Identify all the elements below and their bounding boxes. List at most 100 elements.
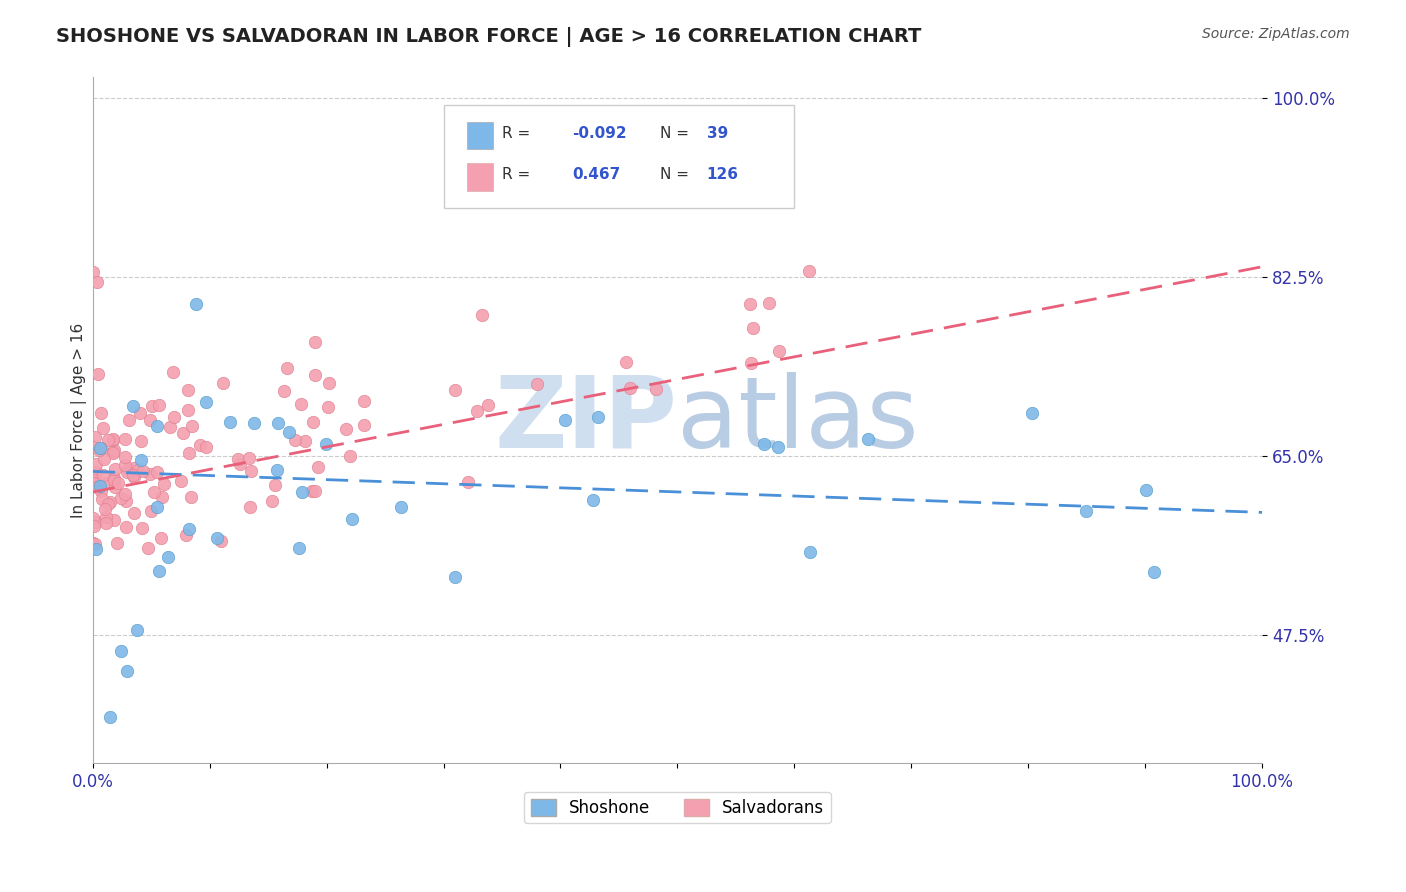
Point <box>180 419 202 434</box>
Point <box>177 403 200 417</box>
Point <box>554 413 576 427</box>
Point <box>302 415 325 429</box>
Point <box>139 504 162 518</box>
Point <box>342 512 364 526</box>
Point <box>93 475 115 490</box>
Point <box>162 364 184 378</box>
Point <box>94 516 117 531</box>
Point <box>98 494 121 508</box>
Point <box>94 510 117 524</box>
Point <box>110 491 132 505</box>
Point <box>145 500 167 514</box>
Point <box>129 434 152 448</box>
Point <box>457 475 479 490</box>
Point <box>273 384 295 398</box>
Point <box>339 449 361 463</box>
Point <box>260 493 283 508</box>
Point <box>114 432 136 446</box>
Point <box>177 384 200 398</box>
Point <box>124 469 146 483</box>
Point <box>797 263 820 277</box>
Point <box>84 473 107 487</box>
Point <box>752 436 775 450</box>
Point <box>307 460 329 475</box>
Point <box>142 484 165 499</box>
Point <box>619 381 641 395</box>
Point <box>304 368 326 382</box>
Point <box>148 398 170 412</box>
Point <box>174 528 197 542</box>
Point <box>107 475 129 490</box>
Point <box>128 406 150 420</box>
Point <box>318 376 340 390</box>
Point <box>91 468 114 483</box>
Point <box>90 441 112 455</box>
Point <box>114 486 136 500</box>
Point <box>101 432 124 446</box>
Point <box>287 541 309 555</box>
Point <box>103 473 125 487</box>
Point <box>115 494 138 508</box>
Point <box>184 297 207 311</box>
Point <box>101 445 124 459</box>
Point <box>97 498 120 512</box>
Point <box>153 477 176 491</box>
Point <box>115 664 138 678</box>
Point <box>353 393 375 408</box>
Point <box>290 397 312 411</box>
Point <box>115 519 138 533</box>
Point <box>122 506 145 520</box>
Point <box>89 441 111 455</box>
Point <box>353 417 375 432</box>
Text: 126: 126 <box>707 168 738 182</box>
Point <box>239 500 262 514</box>
Point <box>118 413 141 427</box>
Point <box>212 376 235 390</box>
Text: SHOSHONE VS SALVADORAN IN LABOR FORCE | AGE > 16 CORRELATION CHART: SHOSHONE VS SALVADORAN IN LABOR FORCE | … <box>56 27 921 46</box>
Point <box>127 463 149 477</box>
Point <box>315 437 337 451</box>
Point <box>266 463 288 477</box>
Point <box>101 446 124 460</box>
Point <box>172 426 194 441</box>
Point <box>122 399 145 413</box>
Point <box>284 434 307 448</box>
Point <box>104 480 127 494</box>
FancyBboxPatch shape <box>467 122 492 150</box>
Point <box>194 395 217 409</box>
Point <box>195 440 218 454</box>
Point <box>139 467 162 481</box>
Point <box>180 490 202 504</box>
Point <box>107 536 129 550</box>
Text: Source: ZipAtlas.com: Source: ZipAtlas.com <box>1202 27 1350 41</box>
FancyBboxPatch shape <box>467 163 492 191</box>
Point <box>799 545 821 559</box>
Point <box>83 430 105 444</box>
Point <box>84 515 107 529</box>
Point <box>277 425 299 439</box>
Point <box>740 297 762 311</box>
Point <box>614 354 637 368</box>
Point <box>83 475 105 490</box>
Point <box>90 406 112 420</box>
Point <box>110 643 132 657</box>
Point <box>226 452 249 467</box>
Point <box>163 410 186 425</box>
Point <box>1021 405 1043 419</box>
Point <box>177 522 200 536</box>
Point <box>86 275 108 289</box>
Point <box>89 479 111 493</box>
Point <box>477 398 499 412</box>
Point <box>87 442 110 457</box>
Point <box>139 413 162 427</box>
Point <box>131 452 153 467</box>
Point <box>82 265 104 279</box>
Point <box>83 519 105 533</box>
Text: -0.092: -0.092 <box>572 126 627 141</box>
Text: R =: R = <box>502 126 536 141</box>
Point <box>444 383 467 397</box>
Point <box>131 521 153 535</box>
Point <box>98 710 121 724</box>
Point <box>243 416 266 430</box>
Point <box>389 500 412 515</box>
